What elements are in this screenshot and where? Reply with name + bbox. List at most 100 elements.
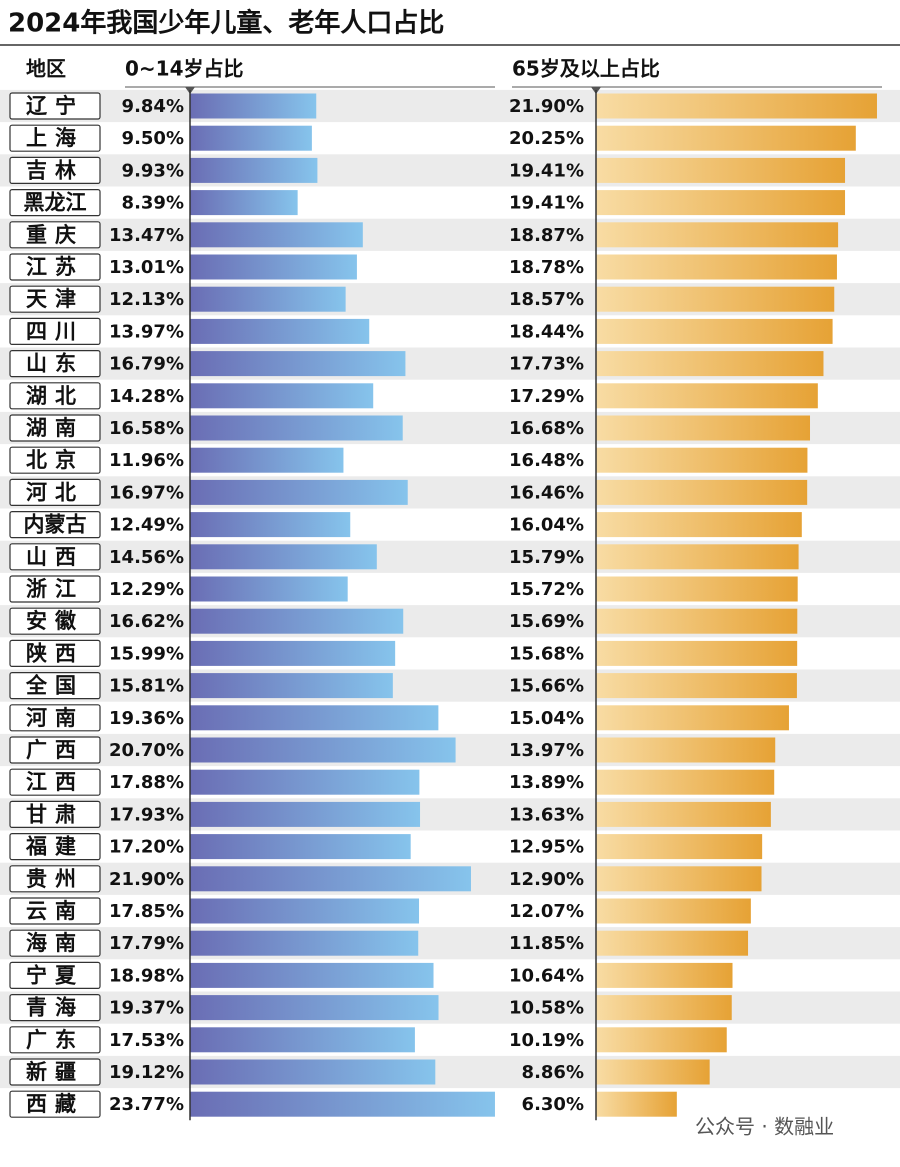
region-box — [9, 92, 101, 120]
bar — [596, 1027, 727, 1053]
region-label: 上海 — [26, 126, 84, 150]
value-label: 18.44% — [509, 321, 584, 342]
value-label: 8.39% — [122, 193, 184, 214]
value-label: 11.85% — [509, 933, 584, 954]
bar — [190, 544, 377, 570]
bar — [190, 1027, 415, 1053]
bar — [190, 640, 396, 666]
value-label: 16.48% — [509, 450, 584, 471]
bar — [596, 769, 775, 795]
value-label: 13.47% — [109, 225, 184, 246]
value-label: 15.68% — [509, 643, 584, 664]
series-header: 0~14岁占比 — [125, 57, 244, 81]
value-label: 19.41% — [509, 160, 584, 181]
region-box — [9, 221, 101, 249]
bar — [190, 608, 404, 634]
bar — [190, 930, 419, 956]
region-box — [9, 607, 101, 635]
region-label: 湖南 — [26, 416, 84, 440]
value-label: 20.70% — [109, 740, 184, 761]
value-label: 12.07% — [509, 901, 584, 922]
value-label: 12.29% — [109, 579, 184, 600]
region-box — [9, 929, 101, 957]
bar — [596, 383, 818, 409]
region-box — [9, 1058, 101, 1086]
region-box — [9, 768, 101, 796]
region-label: 江西 — [26, 770, 84, 794]
bar — [190, 157, 318, 183]
region-label: 吉林 — [26, 158, 84, 182]
value-label: 21.90% — [109, 869, 184, 890]
bar — [596, 512, 802, 538]
watermark: 公众号 · 数融业 — [695, 1115, 834, 1139]
region-label: 山东 — [26, 352, 84, 376]
value-label: 18.78% — [509, 257, 584, 278]
region-box — [9, 704, 101, 732]
row-band — [0, 991, 900, 1024]
value-label: 16.62% — [109, 611, 184, 632]
value-label: 13.89% — [509, 772, 584, 793]
region-box — [9, 736, 101, 764]
value-label: 12.49% — [109, 515, 184, 536]
bar — [596, 995, 732, 1021]
bar — [190, 769, 420, 795]
bar — [596, 866, 762, 892]
value-label: 15.69% — [509, 611, 584, 632]
region-box — [9, 478, 101, 506]
bar — [596, 318, 833, 344]
bar — [190, 254, 357, 280]
bar — [190, 866, 471, 892]
series-header: 65岁及以上占比 — [512, 57, 660, 81]
region-label: 河南 — [26, 706, 84, 730]
value-label: 9.50% — [122, 128, 184, 149]
region-box — [9, 317, 101, 345]
region-label: 海南 — [26, 931, 84, 955]
bar — [596, 544, 799, 570]
region-label: 安徽 — [26, 609, 84, 633]
region-box — [9, 832, 101, 861]
value-label: 17.29% — [509, 386, 584, 407]
row-band — [0, 1055, 900, 1089]
value-label: 9.93% — [122, 160, 184, 181]
bar — [596, 222, 839, 248]
region-box — [9, 189, 101, 217]
region-box — [9, 639, 101, 668]
region-label: 青海 — [26, 996, 84, 1020]
region-label: 贵州 — [26, 867, 84, 891]
bar — [596, 93, 877, 119]
bar — [596, 1059, 710, 1085]
value-label: 13.97% — [509, 740, 584, 761]
category-header: 地区 — [26, 57, 66, 81]
region-label: 福建 — [25, 835, 84, 859]
region-box — [9, 414, 101, 442]
region-label: 北京 — [26, 448, 84, 472]
value-label: 17.88% — [109, 772, 184, 793]
bar — [596, 608, 798, 634]
value-label: 12.90% — [509, 869, 584, 890]
bar — [596, 640, 798, 666]
region-label: 广东 — [26, 1028, 84, 1052]
value-label: 15.04% — [509, 708, 584, 729]
value-label: 16.58% — [109, 418, 184, 439]
value-label: 18.98% — [109, 965, 184, 986]
value-label: 10.64% — [509, 965, 584, 986]
region-label: 山西 — [26, 545, 84, 569]
bar — [596, 286, 835, 312]
bar — [190, 673, 393, 699]
region-box — [9, 511, 101, 539]
bar — [190, 834, 411, 860]
value-label: 21.90% — [509, 96, 584, 117]
bar — [190, 222, 363, 248]
value-label: 14.28% — [109, 386, 184, 407]
bar — [190, 1091, 495, 1117]
value-label: 12.95% — [509, 837, 584, 858]
region-box — [9, 1090, 101, 1118]
bar — [190, 447, 344, 473]
region-box — [9, 350, 101, 378]
value-label: 15.81% — [109, 676, 184, 697]
value-label: 15.72% — [509, 579, 584, 600]
region-box — [9, 382, 101, 410]
bar — [596, 898, 751, 924]
bar — [596, 737, 776, 763]
